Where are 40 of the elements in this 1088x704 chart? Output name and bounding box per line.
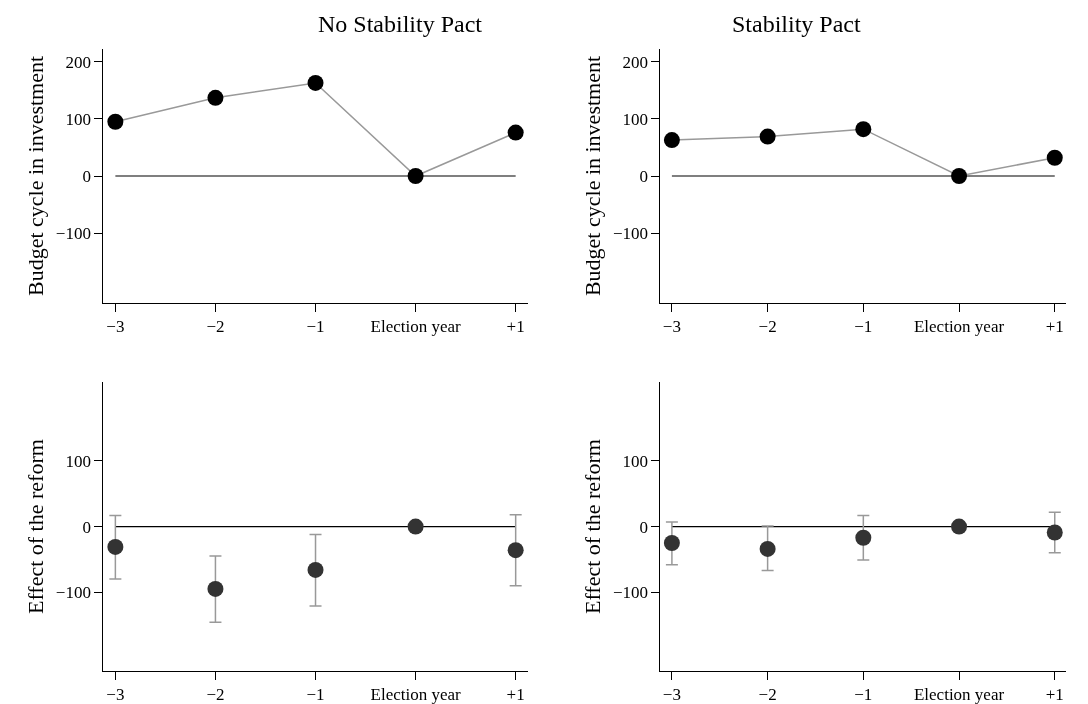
chart-title: No Stability Pact (318, 11, 483, 37)
x-tick-label: −3 (106, 685, 125, 704)
x-tick-label: −1 (854, 317, 873, 337)
y-tick-label: −100 (612, 583, 649, 603)
y-tick-label: 100 (622, 451, 649, 471)
x-tick-label: −3 (106, 317, 125, 337)
x-tick-label: +1 (1045, 317, 1064, 337)
y-tick-label: 0 (639, 166, 649, 186)
x-tick-label: −1 (306, 685, 325, 704)
x-tick-label: Election year (913, 317, 1005, 337)
x-tick-label: +1 (506, 685, 525, 704)
y-tick-label: 200 (622, 52, 649, 72)
y-tick-label: 200 (65, 52, 91, 72)
y-axis-title: Budget cycle in investment (579, 55, 605, 297)
y-tick-label: 0 (639, 517, 649, 537)
x-tick-label: Election year (370, 685, 462, 704)
x-tick-label: −3 (662, 685, 681, 704)
x-tick-label: −2 (206, 685, 225, 704)
y-tick-label: −100 (55, 224, 91, 244)
x-tick-label: −3 (662, 317, 681, 337)
y-tick-label: 0 (82, 166, 91, 186)
y-tick-label: −100 (612, 224, 649, 244)
chart-title: Stability Pact (732, 11, 861, 37)
x-tick-label: −2 (758, 317, 777, 337)
x-tick-label: −1 (854, 685, 873, 704)
x-tick-label: Election year (370, 317, 462, 337)
y-tick-label: 100 (65, 109, 91, 129)
x-tick-label: −1 (306, 317, 325, 337)
x-tick-label: +1 (1045, 685, 1064, 704)
x-tick-label: −2 (206, 317, 225, 337)
y-axis-title: Effect of the reform (579, 439, 605, 615)
x-tick-label: −2 (758, 685, 777, 704)
y-tick-label: −100 (55, 583, 91, 603)
x-tick-label: +1 (506, 317, 525, 337)
y-tick-label: 0 (82, 517, 91, 537)
y-tick-label: 100 (622, 109, 649, 129)
y-axis-title: Effect of the reform (22, 439, 48, 615)
y-tick-label: 100 (65, 451, 91, 471)
y-axis-title: Budget cycle in investment (22, 55, 48, 297)
x-tick-label: Election year (913, 685, 1005, 704)
